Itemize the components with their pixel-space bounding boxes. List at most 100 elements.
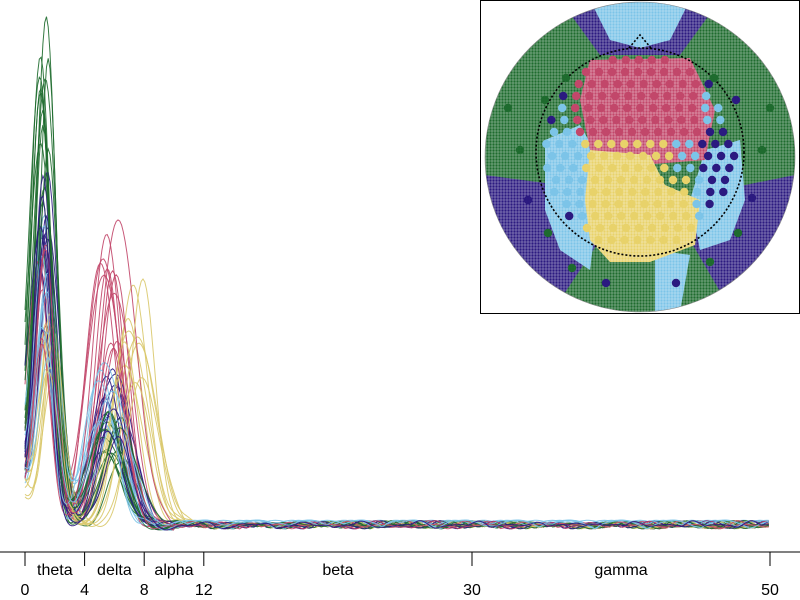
electrode	[688, 103, 697, 113]
electrode	[666, 199, 675, 209]
electrode	[701, 103, 710, 113]
electrode	[677, 151, 687, 161]
electrode	[673, 163, 682, 173]
electrode	[664, 151, 674, 161]
electrode	[572, 91, 581, 101]
electrode	[550, 187, 559, 197]
electrode	[588, 199, 597, 209]
electrode	[586, 151, 596, 161]
electrode	[705, 257, 715, 267]
electrode	[565, 211, 574, 221]
electrode	[690, 151, 700, 161]
electrode	[551, 175, 561, 185]
electrode	[617, 211, 626, 221]
electrode	[621, 223, 631, 233]
electrode	[716, 151, 726, 161]
electrode	[620, 67, 630, 77]
electrode	[716, 115, 725, 125]
electrode	[547, 115, 556, 125]
x-tick-label: 0	[21, 582, 30, 599]
electrode	[729, 151, 739, 161]
spectrum-lines	[24, 16, 770, 531]
x-tick-label: 12	[195, 582, 213, 599]
spectrum-line-cluster-pink	[24, 233, 769, 530]
electrode	[620, 235, 629, 245]
electrode	[718, 127, 728, 137]
x-axis: 0 4 8 12 30 50 theta delta alpha beta gamma	[0, 551, 800, 599]
electrode	[627, 199, 636, 209]
electrode	[659, 139, 668, 149]
electrode	[571, 103, 580, 113]
electrode	[560, 115, 569, 125]
electrode	[690, 115, 699, 125]
electrode	[672, 235, 681, 245]
electrode	[594, 67, 604, 77]
electrode	[712, 163, 721, 173]
electrode	[646, 235, 655, 245]
electrode	[591, 211, 600, 221]
electrode	[692, 199, 701, 209]
electrode	[705, 199, 714, 209]
electrode	[757, 145, 767, 155]
electrode	[667, 187, 676, 197]
electrode	[614, 127, 624, 137]
electrode	[556, 163, 565, 173]
topographic-inset	[480, 0, 800, 314]
electrode	[662, 103, 671, 113]
electrode	[656, 211, 665, 221]
electrode	[724, 139, 733, 149]
electrode	[660, 163, 669, 173]
head-nose-outline	[628, 33, 652, 49]
electrode	[594, 235, 603, 245]
electrode	[612, 115, 621, 125]
electrode	[640, 199, 649, 209]
electrode	[638, 115, 647, 125]
electrode	[615, 187, 624, 197]
electrode	[689, 91, 698, 101]
electrode	[681, 175, 691, 185]
electrode	[624, 91, 633, 101]
electrode	[577, 175, 587, 185]
electrode	[543, 228, 553, 238]
band-label-gamma: gamma	[594, 562, 647, 579]
electrode	[595, 223, 605, 233]
electrode	[625, 115, 634, 125]
electrode	[578, 211, 587, 221]
electrode	[711, 139, 720, 149]
electrode	[686, 163, 695, 173]
electrode	[642, 175, 652, 185]
electrode	[675, 103, 684, 113]
electrode	[503, 103, 513, 113]
electrode	[597, 103, 606, 113]
electrode	[573, 151, 583, 161]
electrode	[633, 235, 642, 245]
electrode	[646, 139, 655, 149]
electrode	[576, 187, 585, 197]
electrode	[679, 199, 688, 209]
electrode	[515, 145, 525, 155]
electrode	[639, 79, 648, 89]
electrode	[575, 199, 584, 209]
electrode	[549, 127, 559, 137]
x-tick-label: 50	[761, 582, 779, 599]
electrode	[647, 163, 656, 173]
electrode	[709, 73, 719, 83]
electrode	[651, 115, 660, 125]
electrode	[561, 73, 571, 83]
spectrum-line-cluster-navy	[24, 195, 769, 531]
electrode	[640, 127, 650, 137]
electrode	[562, 127, 572, 137]
spectrum-line-cluster-light-blue	[24, 356, 769, 530]
electrode	[581, 139, 590, 149]
electrode	[720, 175, 730, 185]
electrode	[672, 139, 681, 149]
electrode	[547, 151, 557, 161]
electrode	[643, 211, 652, 221]
electrode	[714, 103, 723, 113]
electrode	[569, 163, 578, 173]
electrode	[608, 163, 617, 173]
electrode	[589, 187, 598, 197]
electrode	[568, 139, 577, 149]
electrode	[588, 127, 598, 137]
band-label-alpha: alpha	[154, 562, 193, 579]
